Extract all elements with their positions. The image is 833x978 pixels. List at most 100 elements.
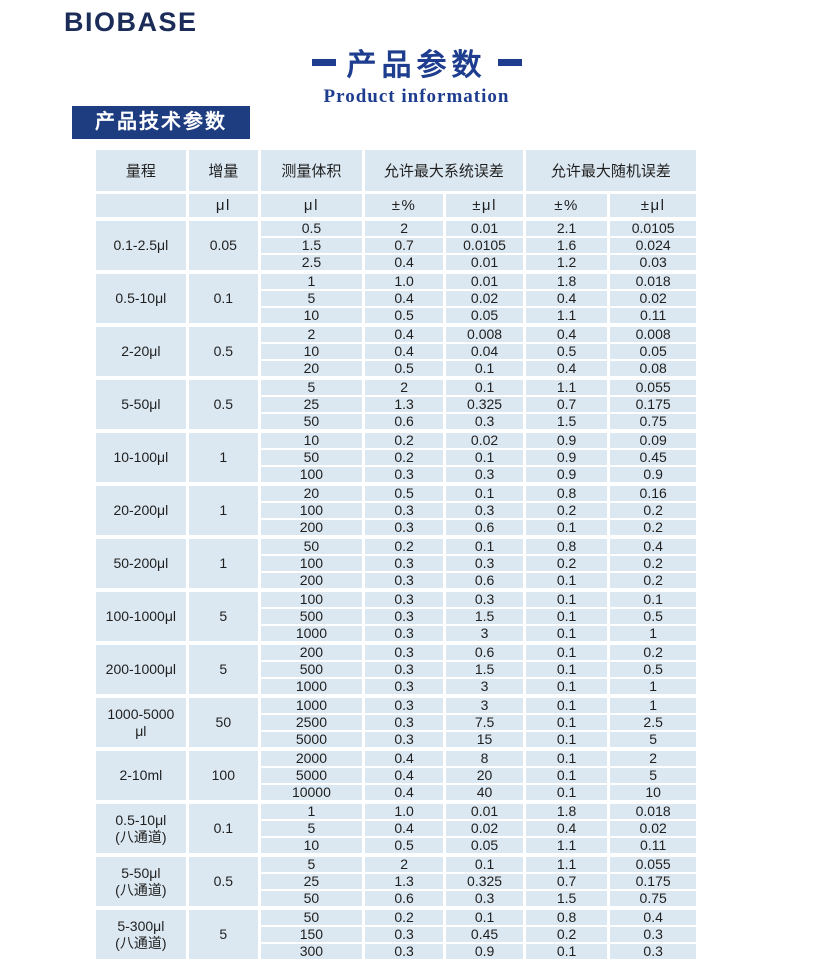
sys-error-ul-cell: 40 [443,783,526,803]
table-row: 1000-5000 μl 50 1000 0.3 3 0.1 1 [93,694,699,750]
volume-cell: 200 [257,571,365,591]
sys-error-ul-cell: 0.02 [443,429,526,450]
volume-cell: 5000 [257,730,365,750]
sys-error-ul-cell: 20 [443,766,526,785]
rand-error-ul-cell: 0.11 [607,306,699,326]
sys-error-pct-cell: 1.0 [361,270,447,291]
table-row: 1.5 0.7 0.0105 1.6 0.024 [95,236,699,255]
sys-error-pct-cell: 0.4 [361,747,447,768]
volume-cell: 50 [257,889,365,909]
rand-error-ul-cell: 1 [607,694,699,715]
range-group: 10-100μl 1 10 0.2 0.02 0.9 0.09 50 0.2 0.1 0.9 0.45… [93,429,699,485]
table-row: 10 0.5 0.05 1.1 0.11 [95,836,699,856]
range-cell: 100-1000μl [93,588,189,644]
rand-error-pct-cell: 0.4 [522,323,611,344]
rand-error-ul-cell: 0.9 [607,465,699,485]
sys-error-ul-cell: 0.04 [443,342,526,361]
increment-cell: 0.1 [185,270,261,326]
sys-error-ul-cell: 3 [443,677,526,697]
volume-cell: 500 [257,660,365,679]
sys-error-pct-cell: 0.4 [361,783,447,803]
sys-error-ul-cell: 0.325 [443,872,526,891]
rand-error-pct-cell: 0.1 [522,783,611,803]
volume-cell: 25 [257,395,365,414]
rand-error-ul-cell: 0.05 [607,342,699,361]
sys-error-pct-cell: 0.6 [361,412,447,432]
table-row: 20 0.5 0.1 0.4 0.08 [95,359,699,379]
sys-error-ul-cell: 0.3 [443,465,526,485]
rand-error-pct-cell: 0.1 [522,694,611,715]
table-row: 200 0.3 0.6 0.1 0.2 [95,518,699,538]
increment-cell: 1 [185,482,261,538]
sys-error-ul-cell: 1.5 [443,607,526,626]
range-group: 100-1000μl 5 100 0.3 0.3 0.1 0.1 500 0.3 1.5 0.1 0.… [93,588,699,644]
table-row: 10-100μl 1 10 0.2 0.02 0.9 0.09 [93,429,699,485]
title-right-dash [497,58,522,66]
rand-error-pct-cell: 0.9 [522,448,611,467]
increment-cell: 5 [185,588,261,644]
sys-error-pct-cell: 0.5 [361,836,447,856]
volume-cell: 100 [257,588,365,609]
rand-error-ul-cell: 0.08 [607,359,699,379]
sys-error-pct-cell: 0.4 [361,323,447,344]
volume-cell: 5 [257,819,365,838]
rand-error-ul-cell: 0.024 [607,236,699,255]
rand-error-ul-cell: 0.45 [607,448,699,467]
rand-error-pct-cell: 0.1 [522,607,611,626]
volume-cell: 20 [257,359,365,379]
table-row: 5-300μl (八通道) 5 50 0.2 0.1 0.8 0.4 [93,906,699,961]
rand-error-pct-cell: 1.2 [522,253,611,273]
volume-cell: 20 [257,482,365,503]
table-row: 100-1000μl 5 100 0.3 0.3 0.1 0.1 [93,588,699,644]
sys-error-ul-cell: 0.01 [443,800,526,821]
sys-error-pct-cell: 0.2 [361,448,447,467]
volume-cell: 500 [257,607,365,626]
volume-cell: 10 [257,836,365,856]
table-row: 100 0.3 0.3 0.9 0.9 [95,465,699,485]
rand-error-ul-cell: 0.11 [607,836,699,856]
table-row: 10000 0.4 40 0.1 10 [95,783,699,803]
sys-error-pct-cell: 1.3 [361,872,447,891]
sys-error-pct-cell: 2 [361,853,447,874]
rand-error-ul-cell: 0.3 [607,925,699,944]
range-cell: 0.5-10μl [93,270,189,326]
volume-cell: 1 [257,270,365,291]
sys-error-pct-cell: 0.3 [361,942,447,961]
unit-header-range [93,191,189,220]
rand-error-pct-cell: 0.4 [522,289,611,308]
table-row: 100 0.3 0.3 0.2 0.2 [95,501,699,520]
volume-cell: 25 [257,872,365,891]
table-row: 50 0.2 0.1 0.9 0.45 [95,448,699,467]
rand-error-pct-cell: 0.1 [522,747,611,768]
sys-error-ul-cell: 0.01 [443,217,526,238]
sys-error-ul-cell: 0.3 [443,412,526,432]
range-group: 200-1000μl 5 200 0.3 0.6 0.1 0.2 500 0.3 1.5 0.1 0.… [93,641,699,697]
table-row: 50-200μl 1 50 0.2 0.1 0.8 0.4 [93,535,699,591]
rand-error-pct-cell: 0.2 [522,554,611,573]
rand-error-ul-cell: 0.2 [607,641,699,662]
unit-header-sys-pct: ±% [361,191,447,220]
rand-error-pct-cell: 0.9 [522,429,611,450]
sys-error-pct-cell: 0.3 [361,588,447,609]
table-row: 100 0.3 0.3 0.2 0.2 [95,554,699,573]
rand-error-ul-cell: 0.055 [607,853,699,874]
sys-error-ul-cell: 0.3 [443,554,526,573]
increment-cell: 1 [185,429,261,485]
volume-cell: 1000 [257,694,365,715]
volume-cell: 100 [257,554,365,573]
rand-error-pct-cell: 0.8 [522,535,611,556]
table-row: 300 0.3 0.9 0.1 0.3 [95,942,699,961]
sys-error-ul-cell: 0.45 [443,925,526,944]
sys-error-pct-cell: 0.5 [361,482,447,503]
sys-error-ul-cell: 0.1 [443,448,526,467]
rand-error-ul-cell: 0.4 [607,535,699,556]
rand-error-pct-cell: 0.1 [522,518,611,538]
increment-cell: 0.5 [185,323,261,379]
volume-cell: 50 [257,448,365,467]
range-cell: 1000-5000 μl [93,694,189,750]
table-row: 25 1.3 0.325 0.7 0.175 [95,395,699,414]
rand-error-pct-cell: 0.1 [522,624,611,644]
sys-error-pct-cell: 2 [361,376,447,397]
sys-error-pct-cell: 2 [361,217,447,238]
sys-error-pct-cell: 0.3 [361,925,447,944]
